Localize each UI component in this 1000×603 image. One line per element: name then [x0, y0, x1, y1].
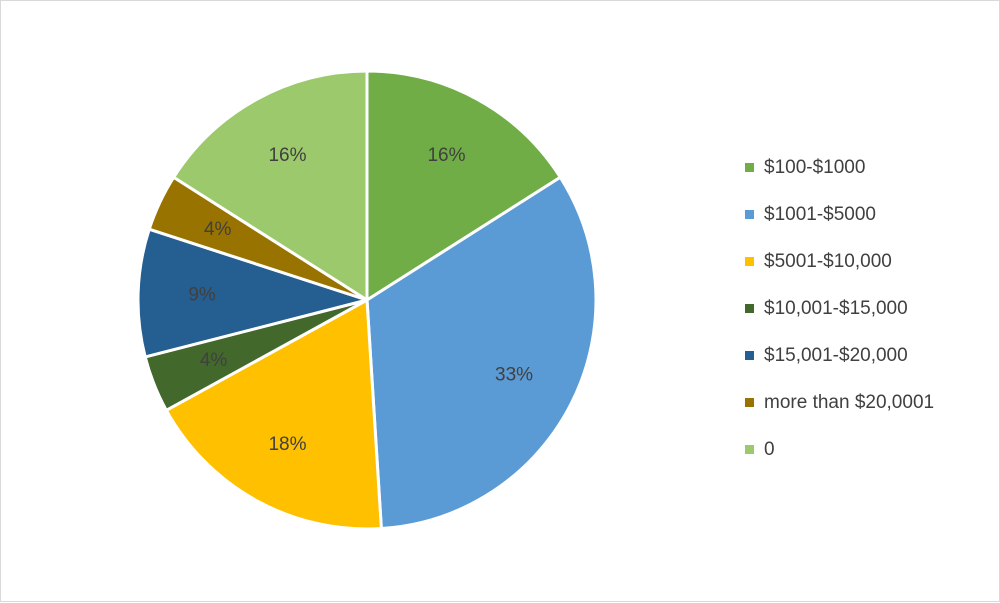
legend-item: 0 — [745, 426, 934, 473]
legend-swatch — [745, 163, 754, 172]
legend-label: $10,001-$15,000 — [764, 297, 908, 319]
pie-slice — [365, 175, 598, 531]
data-label: 4% — [204, 219, 232, 240]
legend-item: $100-$1000 — [745, 144, 934, 191]
data-label: 4% — [200, 350, 228, 371]
data-labels: 16% 33% 18% 4% 9% 4% 16% — [188, 145, 533, 455]
pie-slice — [136, 227, 369, 359]
legend-label: more than $20,0001 — [764, 391, 935, 413]
pie-slice — [164, 298, 383, 531]
legend-item: $10,001-$15,000 — [745, 285, 934, 332]
legend-item: $15,001-$20,000 — [745, 332, 934, 379]
legend-swatch — [745, 445, 754, 454]
data-label: 16% — [268, 145, 306, 166]
data-label: 18% — [268, 434, 306, 455]
pie-slices — [136, 69, 598, 531]
legend-label: $100-$1000 — [764, 156, 866, 178]
legend-item: $5001-$10,000 — [745, 238, 934, 285]
legend-label: $1001-$5000 — [764, 203, 876, 225]
legend-swatch — [745, 210, 754, 219]
data-label: 33% — [495, 364, 533, 385]
legend-item: $1001-$5000 — [745, 191, 934, 238]
legend-label: 0 — [764, 438, 775, 460]
data-label: 9% — [188, 284, 216, 305]
legend: $100-$1000 $1001-$5000 $5001-$10,000 $10,00… — [745, 144, 934, 473]
legend-item: more than $20,0001 — [745, 379, 934, 426]
legend-swatch — [745, 304, 754, 313]
pie-slice — [172, 69, 369, 302]
legend-label: $15,001-$20,000 — [764, 344, 908, 366]
legend-swatch — [745, 351, 754, 360]
data-label: 16% — [427, 145, 465, 166]
legend-label: $5001-$10,000 — [764, 250, 892, 272]
legend-swatch — [745, 398, 754, 407]
pie-slice — [365, 69, 562, 302]
legend-swatch — [745, 257, 754, 266]
